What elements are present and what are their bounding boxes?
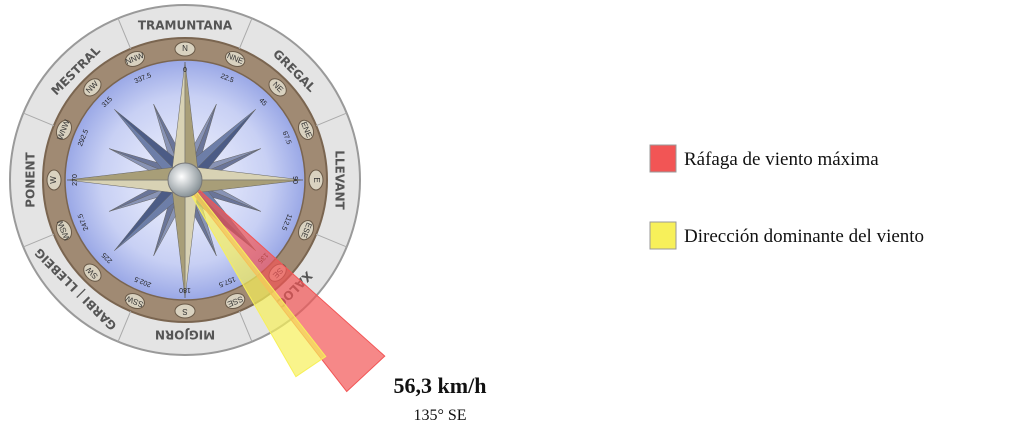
point-degrees: 270 xyxy=(72,174,79,186)
point-badge xyxy=(174,41,196,57)
point-badge xyxy=(268,78,287,97)
point-badge xyxy=(298,220,315,241)
speed: 56,3 km/h xyxy=(394,373,487,398)
ring-divider xyxy=(117,18,132,50)
point-badge xyxy=(124,293,145,310)
point-badge xyxy=(46,169,62,191)
legend-swatch xyxy=(649,221,677,250)
point-abbr: W xyxy=(49,176,58,184)
wind-name: PONENT xyxy=(24,151,38,207)
wind-name: TRAMUNTANA xyxy=(138,19,233,33)
point-badge xyxy=(55,220,72,241)
point-degrees: 45 xyxy=(257,97,268,108)
point-badge xyxy=(308,169,324,191)
point-badge xyxy=(83,78,102,97)
point-abbr: S xyxy=(182,307,187,316)
ring-divider xyxy=(23,233,55,248)
point-degrees: 22.5 xyxy=(219,73,234,85)
legend-label: Ráfaga de viento máxima xyxy=(684,149,879,170)
point-badge xyxy=(124,50,145,67)
direction-label: 135° SE xyxy=(413,407,466,424)
wind-name: LLEVANT xyxy=(333,150,347,210)
point-badge xyxy=(83,263,102,282)
ring-divider xyxy=(23,112,55,127)
point-badge xyxy=(55,119,72,140)
point-degrees: 67.5 xyxy=(280,130,292,145)
ring-divider xyxy=(238,310,253,342)
point-abbr: N xyxy=(182,44,188,53)
point-degrees: 90 xyxy=(291,176,298,184)
legend-swatch xyxy=(649,144,677,173)
point-badge xyxy=(298,119,315,140)
wind-name: MIGJORN xyxy=(155,328,215,342)
point-badge xyxy=(225,50,246,67)
legend-label: Dirección dominante del viento xyxy=(684,226,924,247)
ring-divider xyxy=(315,233,347,248)
ring-divider xyxy=(238,18,253,50)
point-degrees: 180 xyxy=(179,286,191,293)
point-degrees: 0 xyxy=(183,67,187,74)
ring-divider xyxy=(315,112,347,127)
point-abbr: E xyxy=(312,177,321,182)
point-badge xyxy=(174,303,196,319)
hub xyxy=(167,162,203,198)
ring-divider xyxy=(117,310,132,342)
point-badge xyxy=(225,293,246,310)
